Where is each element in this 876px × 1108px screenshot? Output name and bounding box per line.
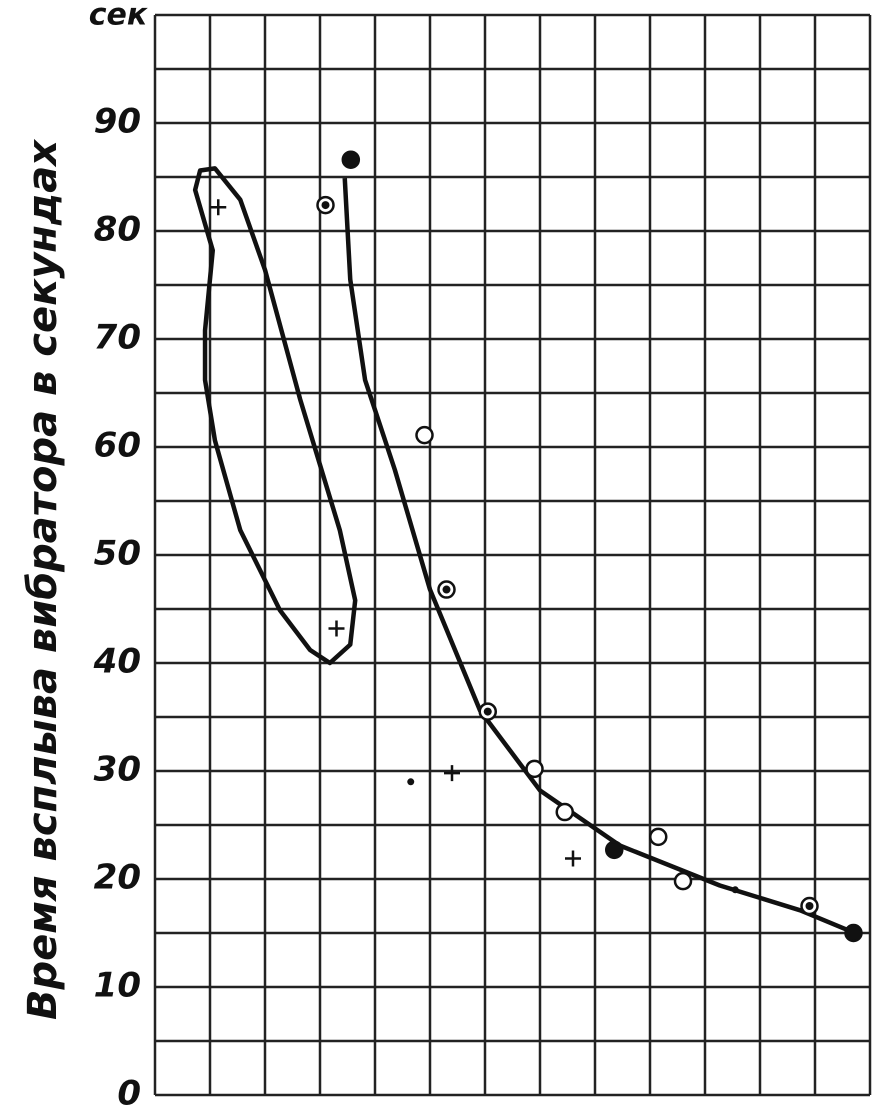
plus-marker: [210, 199, 227, 216]
point: [407, 778, 415, 786]
point: [605, 840, 624, 860]
dot-marker: [407, 778, 415, 786]
unit-label: сек: [89, 0, 148, 33]
y-tick-label: 80: [94, 210, 141, 250]
y-tick-label: 30: [94, 750, 141, 790]
plus-marker: [328, 620, 345, 637]
half-fill: [321, 201, 330, 210]
circle-marker: [649, 827, 668, 847]
dot-marker: [731, 886, 739, 894]
point: [525, 759, 544, 779]
y-tick-label: 10: [94, 966, 141, 1006]
point: [478, 702, 497, 721]
y-tick-label: 90: [94, 102, 141, 142]
y-tick-label: 0: [117, 1074, 141, 1108]
point: [415, 425, 434, 445]
point: [565, 850, 581, 867]
y-tick-label: 60: [94, 426, 141, 466]
circle-marker: [555, 802, 574, 822]
point: [328, 620, 345, 637]
circle-marker: [673, 871, 693, 891]
point: [444, 765, 460, 782]
half-fill: [483, 707, 492, 716]
plus-marker: [565, 850, 581, 867]
y-axis-title: Время всплыва вибратора в секундах: [20, 139, 66, 1020]
point: [555, 802, 574, 822]
plus-marker: [444, 765, 460, 782]
point: [341, 150, 361, 169]
point: [316, 195, 335, 215]
circle-marker: [525, 759, 544, 779]
circle-marker: [605, 840, 624, 860]
y-tick-label: 20: [94, 858, 141, 898]
point: [844, 923, 863, 943]
point: [673, 871, 693, 891]
y-tick-label: 70: [94, 318, 141, 358]
half-fill: [442, 585, 451, 594]
point: [649, 827, 668, 847]
point: [437, 580, 456, 599]
point: [210, 199, 227, 216]
circle-marker: [415, 425, 434, 445]
circle-marker: [341, 150, 361, 169]
curve: [342, 177, 861, 938]
y-tick-label: 50: [94, 534, 141, 574]
point: [800, 896, 819, 916]
curve: [192, 166, 358, 666]
circle-marker: [844, 923, 863, 943]
point: [731, 886, 739, 894]
y-tick-label: 40: [93, 642, 141, 682]
half-fill: [805, 902, 814, 910]
